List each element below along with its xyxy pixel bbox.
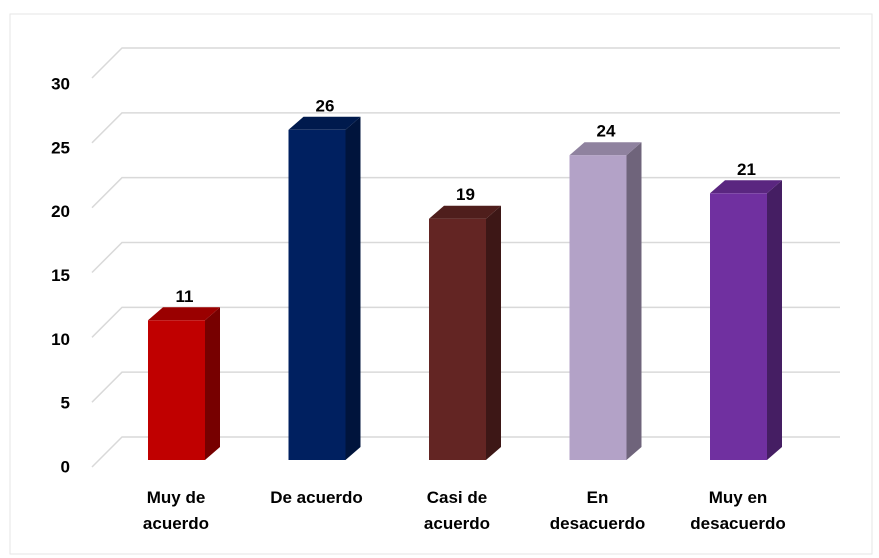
bar-side	[767, 180, 782, 461]
x-tick-label: Casi de acuerdo	[423, 488, 491, 533]
bar	[288, 129, 346, 461]
y-tick-label: 20	[51, 202, 70, 221]
bar-top	[429, 205, 501, 219]
x-tick-label: De acuerdo	[270, 488, 363, 507]
x-tick-label: En desacuerdo	[549, 488, 646, 533]
bar-side	[626, 142, 642, 460]
bar-top	[569, 142, 642, 156]
data-label: 11	[176, 287, 194, 306]
data-label: 26	[316, 96, 335, 115]
grid-line	[91, 47, 840, 79]
y-tick-label: 25	[51, 138, 70, 157]
y-tick-label: 15	[51, 266, 70, 285]
y-tick-label: 0	[61, 457, 70, 476]
bar-side	[486, 205, 501, 460]
y-tick-label: 10	[51, 330, 70, 349]
bar	[710, 193, 767, 461]
data-label: 24	[597, 122, 616, 141]
y-tick-label: 5	[61, 394, 70, 413]
bar-top	[710, 180, 782, 194]
bar	[429, 218, 486, 460]
y-tick-label: 30	[51, 74, 70, 93]
data-label: 19	[456, 185, 475, 204]
bar-top	[148, 307, 220, 321]
grid-line	[91, 112, 840, 144]
x-tick-label: Muy en desacuerdo	[690, 488, 786, 533]
data-label: 21	[737, 160, 756, 179]
bar-top	[288, 116, 361, 130]
bar-side	[205, 307, 220, 460]
bar	[148, 320, 205, 460]
bar-side	[345, 116, 361, 461]
chart-border	[9, 13, 873, 555]
x-tick-label: Muy de acuerdo	[142, 488, 210, 533]
bar	[569, 155, 627, 460]
